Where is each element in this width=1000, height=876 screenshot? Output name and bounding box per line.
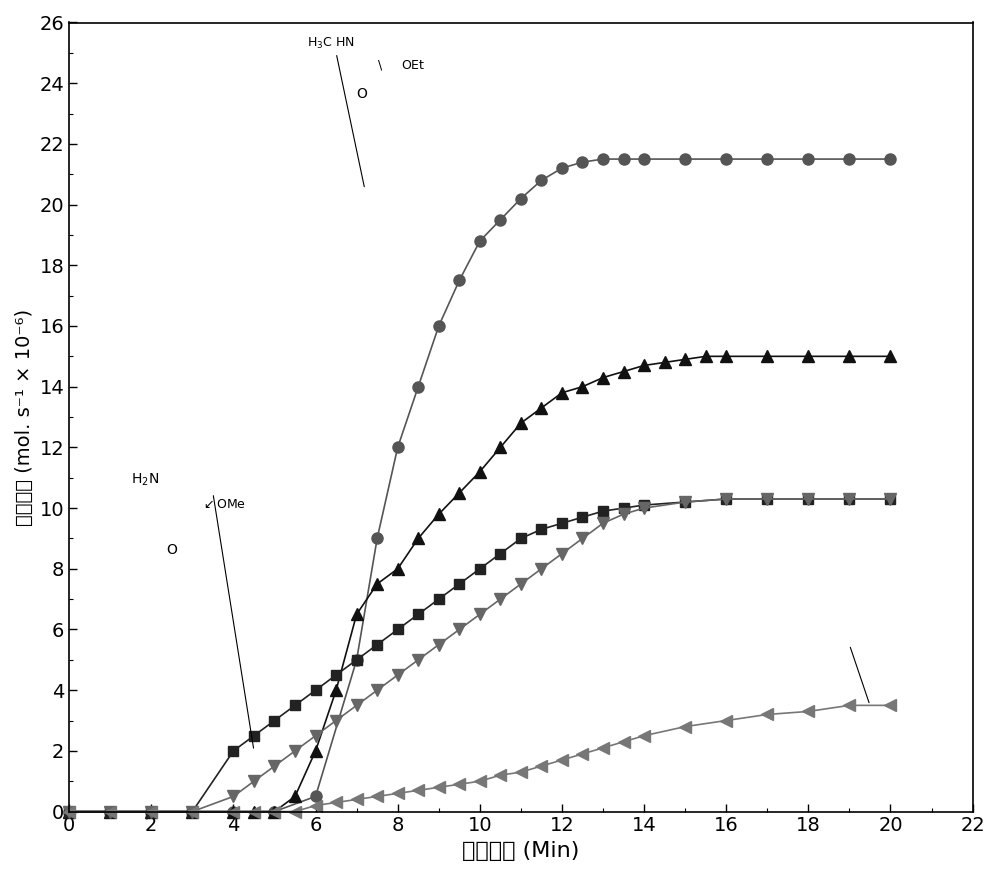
Text: O: O: [166, 542, 177, 556]
Text: $\mathregular{\swarrow}$OMe: $\mathregular{\swarrow}$OMe: [201, 498, 246, 511]
Y-axis label: 聚合速率 (mol. s⁻¹ × 10⁻⁶): 聚合速率 (mol. s⁻¹ × 10⁻⁶): [15, 308, 34, 526]
X-axis label: 辐照时间 (Min): 辐照时间 (Min): [462, 841, 580, 861]
Text: $\mathregular{H_2N}$: $\mathregular{H_2N}$: [131, 472, 159, 488]
Text: $\mathregular{\backslash}$     OEt: $\mathregular{\backslash}$ OEt: [377, 58, 426, 72]
Text: $\mathregular{H_3C}$ HN: $\mathregular{H_3C}$ HN: [307, 36, 355, 51]
Text: O: O: [357, 88, 368, 102]
